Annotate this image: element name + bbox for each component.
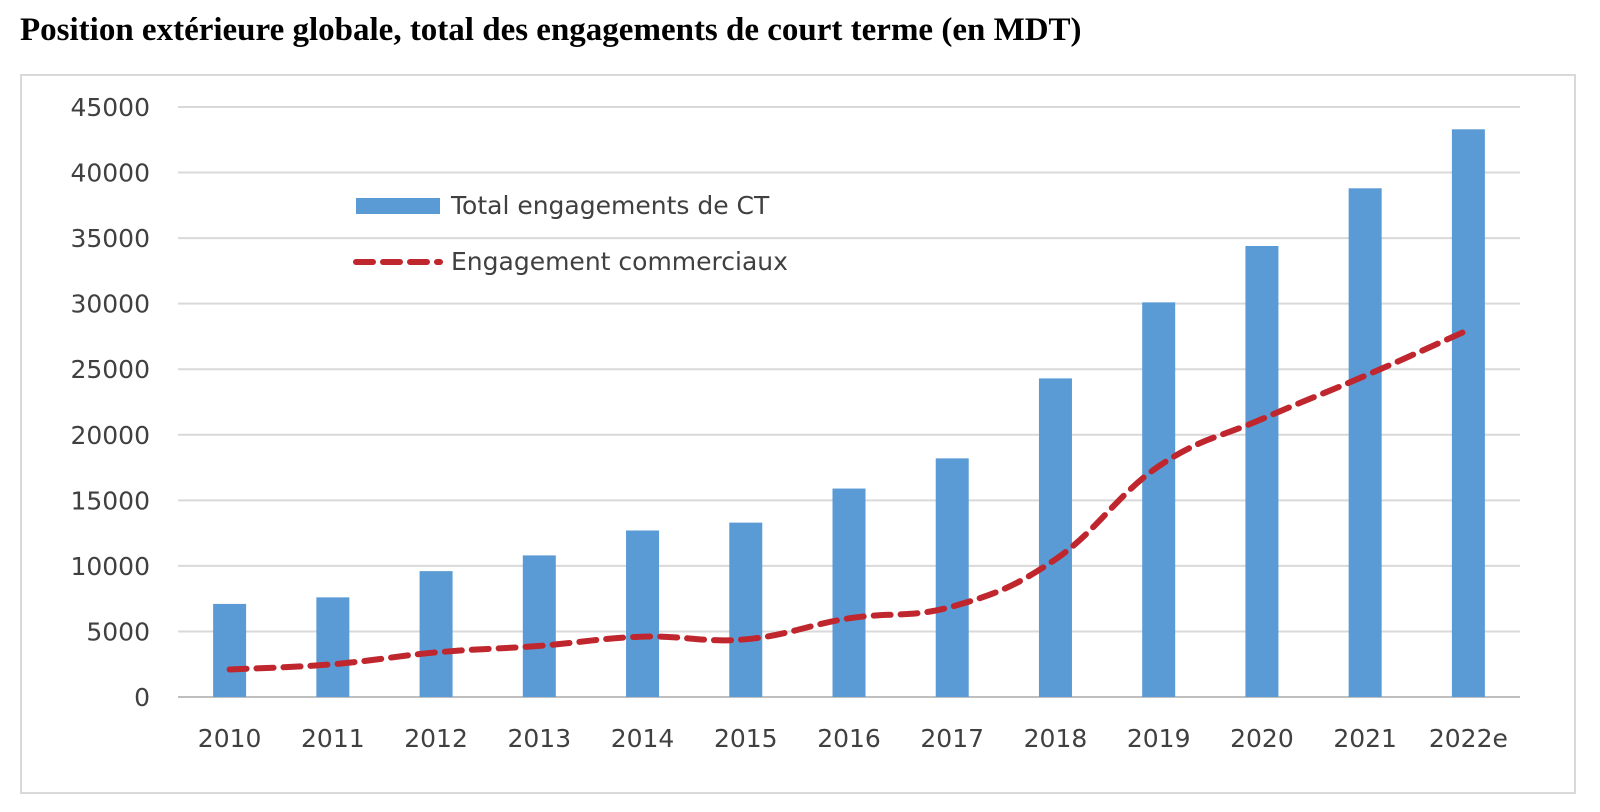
bar-2012 (419, 571, 453, 697)
x-axis: 2010 2011 2012 2013 2014 2015 2016 2017 2018 2019… (198, 724, 1508, 753)
y-tick-label: 40000 (70, 159, 150, 188)
bar-2010 (213, 603, 247, 697)
y-tick-label: 10000 (70, 552, 150, 581)
y-tick-label: 30000 (70, 290, 150, 319)
bar-2021 (1348, 188, 1382, 698)
x-tick-label: 2017 (920, 724, 984, 753)
y-tick-label: 45000 (70, 93, 150, 122)
bar-2022e (1451, 129, 1485, 698)
x-tick-label: 2014 (611, 724, 675, 753)
bar-2015 (729, 522, 763, 697)
legend-label-total: Total engagements de CT (450, 191, 770, 220)
bar-2013 (522, 555, 556, 697)
bars-series (213, 129, 1485, 698)
x-tick-label: 2015 (714, 724, 778, 753)
x-tick-label: 2020 (1230, 724, 1294, 753)
x-tick-label: 2018 (1024, 724, 1088, 753)
x-tick-label: 2016 (817, 724, 881, 753)
y-tick-label: 20000 (70, 421, 150, 450)
y-tick-label: 25000 (70, 355, 150, 384)
bar-2020 (1245, 245, 1279, 697)
legend-label-commerciaux: Engagement commerciaux (451, 247, 788, 276)
y-tick-label: 0 (134, 683, 150, 712)
bar-2017 (935, 458, 969, 697)
gridlines (178, 106, 1520, 698)
x-tick-label: 2022e (1429, 724, 1508, 753)
x-tick-label: 2010 (198, 724, 262, 753)
x-tick-label: 2021 (1333, 724, 1397, 753)
x-tick-label: 2019 (1127, 724, 1191, 753)
line-series-engagement-commerciaux (226, 326, 1472, 673)
y-tick-label: 15000 (70, 486, 150, 515)
x-tick-label: 2013 (507, 724, 571, 753)
bar-2016 (832, 488, 866, 697)
chart-frame (20, 74, 1576, 794)
bar-2018 (1038, 378, 1072, 697)
bar-2019 (1142, 302, 1176, 697)
bar-2014 (626, 530, 660, 697)
y-tick-label: 35000 (70, 224, 150, 253)
bar-2011 (316, 597, 350, 697)
chart-title: Position extérieure globale, total des e… (20, 12, 1082, 48)
x-tick-label: 2012 (404, 724, 468, 753)
legend: Total engagements de CT Engagement commer… (353, 191, 788, 276)
y-tick-label: 5000 (86, 617, 150, 646)
legend-swatch-bar (356, 198, 440, 214)
y-axis: 0 5000 10000 15000 20000 25000 30000 35000 40000… (70, 93, 150, 712)
x-tick-label: 2011 (301, 724, 365, 753)
